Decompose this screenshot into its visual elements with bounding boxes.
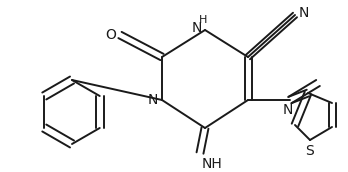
Text: O: O	[105, 28, 116, 42]
Text: N: N	[192, 21, 202, 35]
Text: S: S	[306, 144, 314, 158]
Text: N: N	[299, 6, 309, 20]
Text: H: H	[199, 15, 207, 25]
Text: N: N	[148, 93, 158, 107]
Text: NH: NH	[202, 157, 223, 171]
Text: N: N	[283, 103, 293, 117]
